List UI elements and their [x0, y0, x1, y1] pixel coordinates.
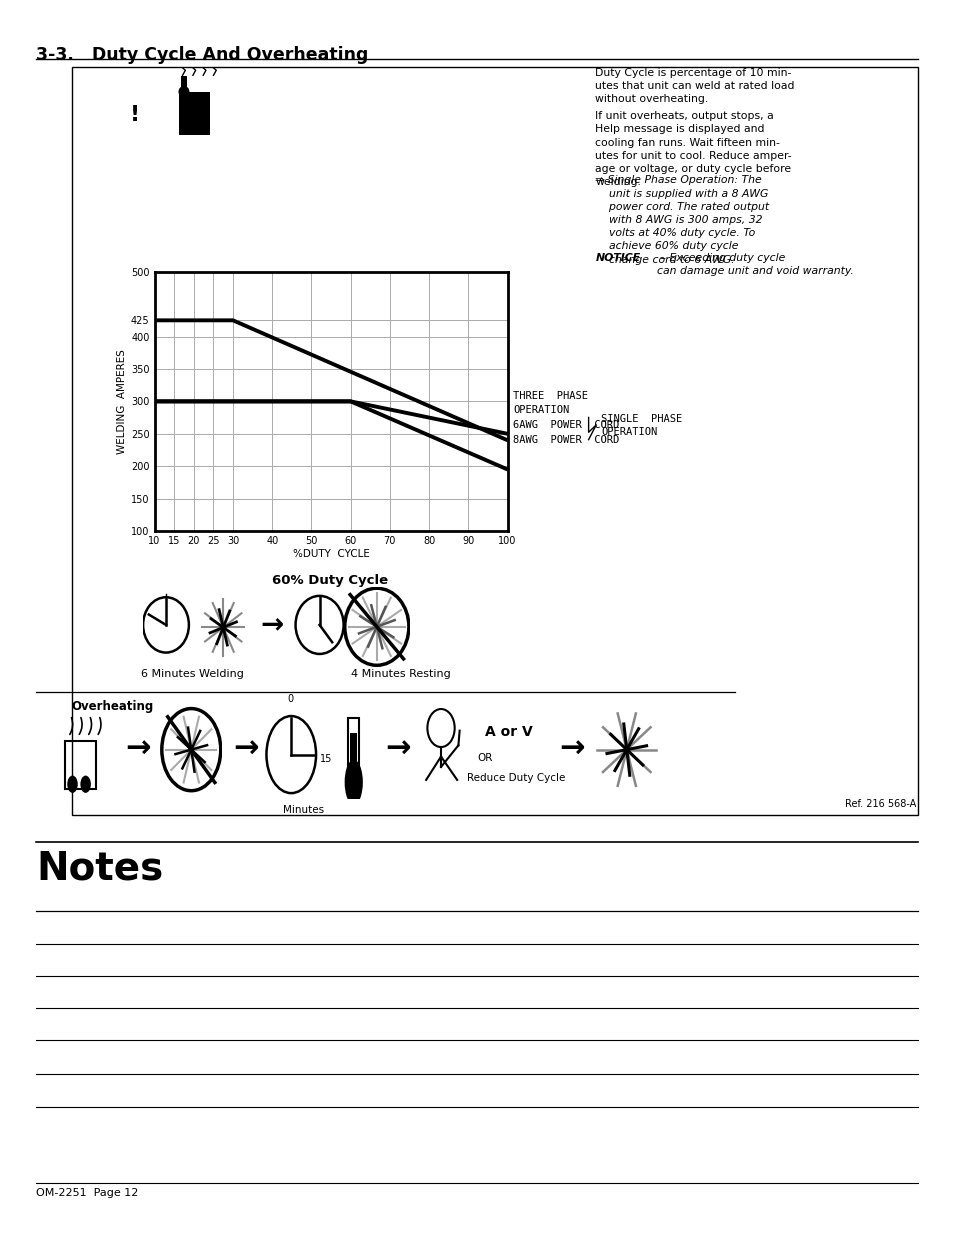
Text: Reduce Duty Cycle: Reduce Duty Cycle [467, 773, 565, 783]
X-axis label: %DUTY  CYCLE: %DUTY CYCLE [293, 548, 369, 558]
Text: NOTICE: NOTICE [595, 253, 639, 263]
Text: 15: 15 [319, 755, 332, 764]
Bar [350, 732, 356, 777]
Circle shape [345, 761, 362, 804]
Text: Duty Cycle is percentage of 10 min-
utes that unit can weld at rated load
withou: Duty Cycle is percentage of 10 min- utes… [595, 68, 794, 104]
Text: 6 Minutes Welding: 6 Minutes Welding [141, 669, 244, 679]
Text: OR: OR [476, 753, 492, 763]
Text: 8AWG  POWER  CORD: 8AWG POWER CORD [513, 435, 618, 445]
Bar [65, 741, 96, 789]
Circle shape [67, 776, 77, 793]
Text: OPERATION: OPERATION [600, 427, 657, 437]
Text: →: → [385, 735, 410, 764]
Bar [179, 91, 210, 135]
Bar [348, 718, 358, 777]
Text: Notes: Notes [36, 850, 163, 888]
Text: 3-3.   Duty Cycle And Overheating: 3-3. Duty Cycle And Overheating [36, 46, 368, 64]
Text: SINGLE  PHASE: SINGLE PHASE [600, 414, 681, 424]
Text: THREE  PHASE: THREE PHASE [513, 391, 588, 401]
Text: A or V: A or V [484, 725, 532, 739]
Circle shape [178, 86, 190, 98]
Text: Minutes: Minutes [282, 805, 324, 815]
Text: 6AWG  POWER  CORD: 6AWG POWER CORD [513, 420, 618, 430]
Text: 4 Minutes Resting: 4 Minutes Resting [351, 669, 450, 679]
Text: Ref. 216 568-A: Ref. 216 568-A [843, 799, 915, 809]
Circle shape [80, 776, 91, 793]
Text: If unit overheats, output stops, a
Help message is displayed and
cooling fan run: If unit overheats, output stops, a Help … [595, 111, 791, 188]
Text: →: → [559, 735, 584, 764]
Y-axis label: WELDING  AMPERES: WELDING AMPERES [117, 350, 127, 453]
Text: 0: 0 [287, 694, 293, 704]
Polygon shape [111, 74, 158, 132]
Text: →: → [233, 735, 258, 764]
Text: OPERATION: OPERATION [513, 405, 569, 415]
Text: ⇒ Single Phase Operation: The
    unit is supplied with a 8 AWG
    power cord. : ⇒ Single Phase Operation: The unit is su… [595, 175, 769, 264]
Text: OM-2251  Page 12: OM-2251 Page 12 [36, 1188, 138, 1198]
Text: →: → [126, 735, 151, 764]
Text: 60% Duty Cycle: 60% Duty Cycle [272, 574, 388, 588]
Bar [181, 77, 187, 91]
Text: Overheating: Overheating [71, 700, 153, 714]
Text: →: → [260, 611, 283, 638]
Text: !: ! [130, 105, 139, 126]
Text: – Exceeding duty cycle
can damage unit and void warranty.: – Exceeding duty cycle can damage unit a… [657, 253, 853, 277]
